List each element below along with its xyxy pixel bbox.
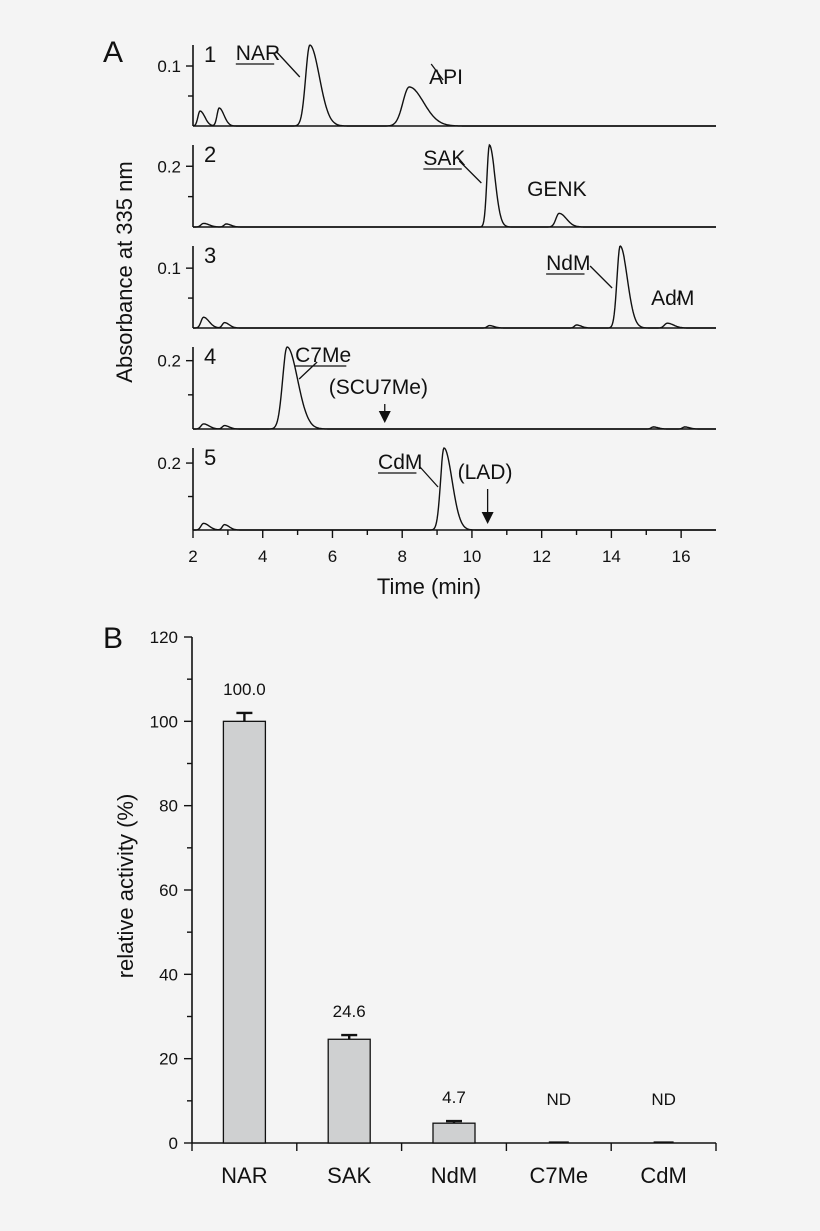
time-axis-tick-label: 8 xyxy=(397,547,406,566)
trace-y-tick-label: 0.1 xyxy=(157,57,181,76)
bar-NAR xyxy=(222,720,267,1144)
peak-label: API xyxy=(429,66,463,89)
trace-y-tick-label: 0.1 xyxy=(157,259,181,278)
bar-category-label: NAR xyxy=(221,1163,267,1188)
trace-4: 0.2 4 C7Me (SCU7Me) xyxy=(157,344,716,430)
peak-label-leader xyxy=(458,160,482,184)
bar-category-label: CdM xyxy=(640,1163,686,1188)
time-axis-tick-label: 4 xyxy=(258,547,267,566)
bar-y-tick-label: 40 xyxy=(159,965,178,984)
peak-label-leader xyxy=(430,63,444,81)
trace-2: 0.2 2 SAK GENK xyxy=(157,142,716,228)
trace-5: 0.2 5 CdM (LAD) xyxy=(157,445,716,531)
missing-peak-arrow-head xyxy=(378,411,391,423)
bar-value-label: 100.0 xyxy=(223,680,266,699)
trace-y-tick-label: 0.2 xyxy=(157,352,181,371)
trace-number: 3 xyxy=(204,243,216,268)
trace-signal-line xyxy=(193,447,716,531)
peak-label: GENK xyxy=(527,178,587,201)
trace-1: 0.1 1 NAR API xyxy=(157,42,716,127)
bar-y-tick-label: 80 xyxy=(159,797,178,816)
bar-value-label: 4.7 xyxy=(442,1088,466,1107)
bar-y-tick-label: 0 xyxy=(169,1134,178,1153)
trace-number: 4 xyxy=(204,344,216,369)
bar-category-label: SAK xyxy=(327,1163,371,1188)
bar-NdM xyxy=(432,1122,476,1144)
trace-3: 0.1 3 NdM AdM xyxy=(157,243,716,329)
time-axis-tick-label: 10 xyxy=(462,547,481,566)
missing-peak-arrow-head xyxy=(481,512,494,524)
bar-category-label: C7Me xyxy=(529,1163,588,1188)
trace-number: 5 xyxy=(204,445,216,470)
time-axis-tick-label: 2 xyxy=(188,547,197,566)
panel-a-letter: A xyxy=(103,36,123,69)
bar-chart-y-axis-label: relative activity (%) xyxy=(113,794,138,979)
trace-signal-line xyxy=(192,44,716,127)
chromatogram-x-axis-label: Time (min) xyxy=(377,574,481,599)
peak-label-leader xyxy=(589,265,613,289)
bar-y-tick-label: 60 xyxy=(159,881,178,900)
bar-y-tick-label: 100 xyxy=(150,712,178,731)
peak-label: (LAD) xyxy=(458,461,513,484)
bar-y-tick-label: 120 xyxy=(150,628,178,647)
peak-label: CdM xyxy=(378,451,422,474)
peak-label: (SCU7Me) xyxy=(329,376,428,399)
trace-signal-line xyxy=(193,143,716,228)
panel-b-letter: B xyxy=(103,622,123,655)
time-axis-tick-label: 14 xyxy=(602,547,621,566)
trace-signal-line xyxy=(193,245,716,329)
bar-category-label: NdM xyxy=(431,1163,477,1188)
peak-label: C7Me xyxy=(295,344,351,367)
peak-label: AdM xyxy=(651,287,694,310)
bar-value-label: 24.6 xyxy=(333,1002,366,1021)
peak-label: SAK xyxy=(423,147,465,170)
bar-value-label: ND xyxy=(651,1090,676,1109)
bar-chart-panel: 0 20 40 60 80 100 120 100.0 NAR 24.6 SAK 4.7 NdM ND C7… xyxy=(150,628,717,1188)
trace-y-tick-label: 0.2 xyxy=(157,157,181,176)
peak-label: NdM xyxy=(546,252,590,275)
bar-y-tick-label: 20 xyxy=(159,1050,178,1069)
trace-signal-line xyxy=(193,346,716,430)
time-axis-tick-label: 16 xyxy=(672,547,691,566)
peak-label: NAR xyxy=(236,42,280,65)
chromatogram-y-axis-label: Absorbance at 335 nm xyxy=(112,161,137,382)
chromatogram-time-axis: 2 4 6 8 10 12 14 16 xyxy=(188,530,691,566)
trace-number: 1 xyxy=(204,42,216,67)
peak-label-leader xyxy=(419,466,439,488)
time-axis-tick-label: 6 xyxy=(328,547,337,566)
bar-SAK xyxy=(327,1038,371,1144)
chromatogram-panel: 0.1 1 NAR API 0.2 2 SAK GENK 0.1 3 NdM AdM 0.2 4 C7Me (… xyxy=(157,42,716,566)
time-axis-tick-label: 12 xyxy=(532,547,551,566)
peak-label-leader xyxy=(676,290,682,302)
trace-number: 2 xyxy=(204,142,216,167)
peak-label-leader xyxy=(275,50,301,78)
trace-y-tick-label: 0.2 xyxy=(157,454,181,473)
peak-label-leader xyxy=(298,361,318,380)
bar-value-label: ND xyxy=(547,1090,572,1109)
